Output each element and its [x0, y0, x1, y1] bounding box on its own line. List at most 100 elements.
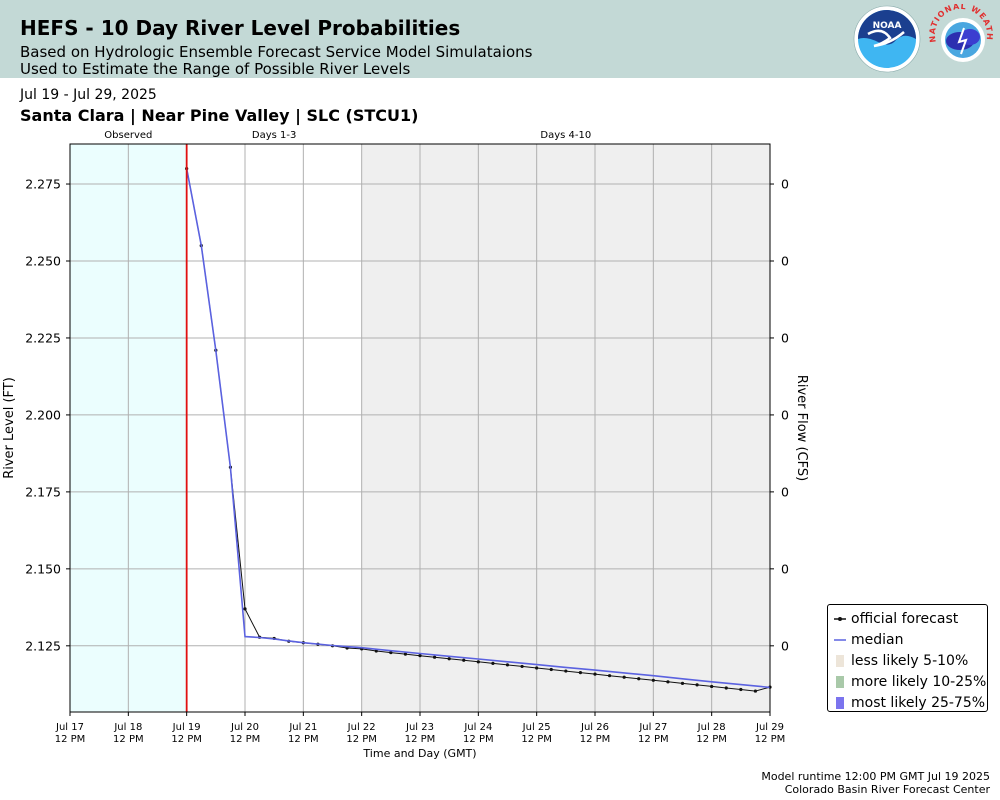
y-tick-label: 2.125 — [25, 638, 61, 653]
location-title: Santa Clara | Near Pine Valley | SLC (ST… — [20, 106, 419, 125]
official-forecast-point — [593, 672, 597, 676]
x-tick-label: 12 PM — [346, 734, 377, 745]
x-tick-label: Jul 28 — [697, 722, 726, 733]
official-forecast-point — [564, 669, 568, 673]
official-forecast-point — [549, 667, 553, 672]
x-tick-label: Jul 24 — [463, 722, 492, 733]
x-tick-label: 12 PM — [463, 734, 494, 745]
y-tick-label: 2.175 — [25, 484, 61, 499]
y2-axis-label: River Flow (CFS) — [794, 375, 809, 481]
legend-item-most-likely: most likely 25-75% — [833, 692, 987, 713]
official-forecast-point — [710, 684, 714, 689]
official-forecast-point — [389, 650, 393, 655]
y2-tick-label: 0 — [781, 484, 789, 499]
series-lines — [185, 144, 772, 712]
x-tick-label: Jul 27 — [638, 722, 667, 733]
y2-tick-label: 0 — [781, 177, 789, 192]
official-forecast-swatch — [834, 616, 846, 621]
chart-legend: official forecast median less likely 5-1… — [827, 604, 988, 712]
x-tick-label: 12 PM — [580, 734, 611, 745]
official-forecast-point — [447, 657, 451, 661]
legend-label-more-likely: more likely 10-25% — [851, 673, 987, 690]
x-axis-label: Time and Day (GMT) — [362, 747, 476, 760]
official-forecast-point — [680, 681, 685, 685]
x-tick-label: Jul 19 — [172, 722, 201, 733]
period-backgrounds — [70, 144, 770, 712]
date-range: Jul 19 - Jul 29, 2025 — [20, 87, 157, 103]
official-forecast-point — [462, 658, 466, 662]
y-axis-label: River Level (FT) — [2, 377, 17, 479]
x-tick-label: Jul 21 — [288, 722, 317, 733]
official-forecast-point — [739, 687, 743, 692]
median-line — [185, 168, 771, 689]
official-forecast-point — [374, 649, 378, 653]
official-forecast-point — [651, 678, 655, 682]
period-label-0: Observed — [104, 130, 152, 141]
nws-logo[interactable]: NATIONAL WEATHER SERVICE — [926, 4, 996, 74]
legend-label-less-likely: less likely 5-10% — [851, 652, 969, 669]
y-tick-label: 2.225 — [25, 330, 61, 345]
axes — [66, 143, 774, 716]
y2-tick-label: 0 — [781, 638, 789, 653]
x-tick-label: 12 PM — [288, 734, 319, 745]
subtitle-line-1: Based on Hydrologic Ensemble Forecast Se… — [20, 43, 533, 61]
x-tick-label: 12 PM — [755, 734, 786, 745]
x-tick-label: Jul 25 — [522, 722, 551, 733]
legend-label-official: official forecast — [851, 610, 959, 627]
x-tick-label: Jul 17 — [55, 722, 84, 733]
x-tick-label: 12 PM — [696, 734, 727, 745]
legend-item-less-likely: less likely 5-10% — [833, 650, 987, 671]
x-tick-label: 12 PM — [521, 734, 552, 745]
median-swatch — [834, 638, 846, 641]
official-forecast-point — [243, 607, 247, 611]
x-tick-label: Jul 18 — [113, 722, 142, 733]
y2-tick-label: 0 — [781, 407, 789, 422]
official-forecast-point — [403, 652, 408, 656]
page-title: HEFS - 10 Day River Level Probabilities — [20, 16, 461, 40]
official-forecast-point — [418, 654, 422, 658]
more-likely-swatch — [836, 675, 844, 688]
legend-item-official: official forecast — [833, 608, 987, 629]
y2-tick-label: 0 — [781, 561, 789, 576]
official-forecast-point — [476, 660, 480, 664]
header-banner: HEFS - 10 Day River Level Probabilities … — [0, 0, 1000, 78]
less-likely-swatch — [836, 654, 844, 667]
x-tick-label: 12 PM — [405, 734, 436, 745]
y-tick-label: 2.275 — [25, 177, 61, 192]
official-forecast-point — [432, 655, 437, 659]
period-label-2: Days 4-10 — [540, 130, 591, 141]
subtitle-line-2: Used to Estimate the Range of Possible R… — [20, 60, 411, 78]
official-forecast-point — [578, 670, 583, 675]
noaa-logo[interactable]: NOAA — [852, 4, 922, 74]
official-forecast-point — [666, 680, 670, 684]
forecast-center: Colorado Basin River Forecast Center — [784, 783, 990, 796]
official-forecast-point — [637, 677, 641, 681]
x-tick-label: Jul 20 — [230, 722, 259, 733]
official-forecast-point — [535, 666, 539, 670]
x-tick-label: 12 PM — [113, 734, 144, 745]
y2-tick-label: 0 — [781, 330, 789, 345]
noaa-logo-text: NOAA — [873, 21, 902, 31]
official-forecast-point — [505, 663, 510, 667]
x-tick-label: 12 PM — [638, 734, 669, 745]
period-background-2 — [361, 144, 770, 712]
official-forecast-point — [695, 683, 699, 687]
x-tick-label: 12 PM — [55, 734, 86, 745]
official-forecast-point — [491, 661, 495, 665]
x-tick-label: 12 PM — [230, 734, 261, 745]
plot-frame — [69, 143, 771, 713]
x-tick-label: 12 PM — [171, 734, 202, 745]
official-forecast-point — [607, 674, 612, 678]
y2-tick-label: 0 — [781, 253, 789, 268]
period-background-1 — [186, 144, 362, 712]
y-tick-label: 2.250 — [25, 253, 61, 268]
model-runtime: Model runtime 12:00 PM GMT Jul 19 2025 — [761, 770, 990, 783]
official-forecast-point — [753, 689, 758, 693]
period-label-1: Days 1-3 — [252, 130, 296, 141]
y-tick-label: 2.150 — [25, 561, 61, 576]
legend-label-median: median — [851, 631, 904, 648]
official-forecast-point — [520, 664, 524, 669]
x-tick-label: Jul 29 — [755, 722, 784, 733]
official-forecast-point — [622, 675, 626, 679]
